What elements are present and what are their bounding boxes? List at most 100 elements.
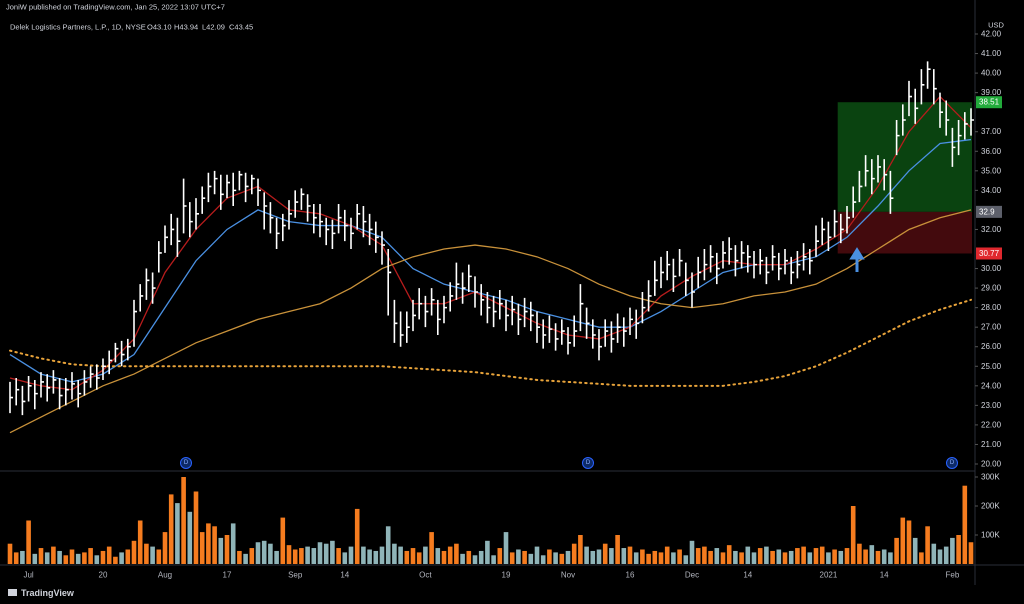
- volume-bar: [57, 550, 62, 564]
- y-tick-label: 32.00: [981, 225, 1002, 234]
- volume-bar: [447, 546, 453, 564]
- volume-bar: [150, 546, 155, 564]
- volume-bar: [491, 555, 496, 564]
- price-bar: [46, 374, 51, 402]
- price-bar: [716, 252, 720, 285]
- volume-bar: [813, 548, 819, 564]
- volume-bar: [416, 552, 422, 564]
- price-bar: [375, 221, 379, 253]
- y-tick-label: 29.00: [981, 284, 1002, 293]
- price-bar: [499, 290, 503, 320]
- price-bar: [672, 258, 677, 292]
- volume-bar: [559, 553, 565, 564]
- price-bar: [437, 299, 441, 335]
- volume-bar: [218, 537, 224, 564]
- volume-bar: [596, 549, 602, 564]
- volume-bar: [565, 550, 571, 564]
- volume-bar: [757, 548, 763, 564]
- price-bar: [15, 378, 20, 406]
- volume-bar: [354, 508, 360, 564]
- price-bar: [319, 204, 323, 238]
- dividend-label: D: [586, 460, 591, 466]
- price-bar: [964, 112, 968, 140]
- price-bar: [170, 213, 175, 246]
- price-bar: [536, 311, 540, 343]
- price-bar: [945, 100, 950, 136]
- volume-bar: [733, 550, 738, 564]
- volume-bar: [199, 532, 205, 564]
- price-bar: [89, 366, 94, 388]
- dividend-label: D: [950, 460, 955, 466]
- volume-bar: [869, 545, 875, 564]
- price-bar: [139, 284, 144, 312]
- volume-bar: [119, 552, 124, 564]
- y-tick-label: 41.00: [981, 49, 1002, 58]
- price-bar: [263, 192, 268, 230]
- volume-bar: [956, 535, 961, 564]
- volume-bar: [850, 506, 856, 564]
- volume-bar: [342, 552, 348, 564]
- price-bar: [201, 186, 206, 214]
- price-bar: [660, 256, 664, 289]
- price-bar: [9, 381, 13, 414]
- price-bar: [65, 378, 69, 406]
- price-bar: [809, 249, 813, 275]
- price-bar: [257, 178, 261, 206]
- volume-bar: [838, 550, 844, 564]
- price-label-box: [976, 247, 1002, 260]
- volume-bar: [187, 511, 193, 564]
- volume-bar: [857, 543, 862, 564]
- price-bar: [821, 217, 826, 246]
- volume-bar: [826, 552, 831, 564]
- volume-bar: [398, 546, 403, 564]
- volume-bar: [683, 555, 689, 564]
- volume-bar: [429, 532, 434, 564]
- price-bar: [306, 194, 311, 222]
- price-bar: [933, 69, 937, 105]
- volume-bar: [578, 535, 583, 564]
- x-tick-label: Sep: [288, 571, 303, 580]
- volume-bar: [206, 523, 211, 564]
- volume-bar: [224, 535, 230, 564]
- volume-bar: [330, 540, 335, 564]
- price-bar: [300, 188, 305, 210]
- price-bar: [604, 319, 609, 347]
- price-bar: [207, 172, 212, 203]
- x-tick-label: 14: [880, 571, 889, 580]
- price-bar: [858, 170, 863, 203]
- price-bar: [331, 219, 336, 249]
- volume-bar: [528, 553, 534, 564]
- volume-bar: [640, 549, 645, 564]
- volume-bar: [844, 548, 850, 564]
- volume-bar: [454, 543, 459, 564]
- price-bar: [585, 307, 590, 339]
- price-bar: [145, 268, 150, 300]
- volume-bar: [299, 548, 304, 564]
- price-bar: [232, 172, 237, 206]
- volume-bar: [534, 546, 540, 564]
- volume-bar: [274, 550, 279, 564]
- price-bar: [567, 327, 571, 355]
- volume-bar: [472, 555, 478, 564]
- ohlc-open: O43.10: [147, 23, 172, 32]
- x-tick-label: Oct: [419, 571, 432, 580]
- volume-bar: [881, 549, 887, 564]
- y-tick-label: 30.00: [981, 264, 1002, 273]
- volume-bar: [478, 550, 484, 564]
- price-bar: [623, 317, 627, 347]
- price-bar: [852, 186, 857, 218]
- x-tick-label: 16: [626, 571, 635, 580]
- volume-bar: [280, 517, 286, 564]
- price-bar: [815, 225, 819, 257]
- price-bar: [27, 376, 32, 402]
- price-bar: [492, 295, 497, 328]
- price-bar: [957, 120, 962, 156]
- y-tick-label: 42.00: [981, 30, 1002, 39]
- price-bar: [598, 329, 602, 361]
- volume-bar: [75, 553, 81, 564]
- price-bar: [833, 209, 838, 238]
- price-bar: [350, 217, 354, 249]
- volume-bar: [658, 552, 664, 564]
- volume-bar: [336, 548, 341, 564]
- price-bar: [895, 120, 900, 156]
